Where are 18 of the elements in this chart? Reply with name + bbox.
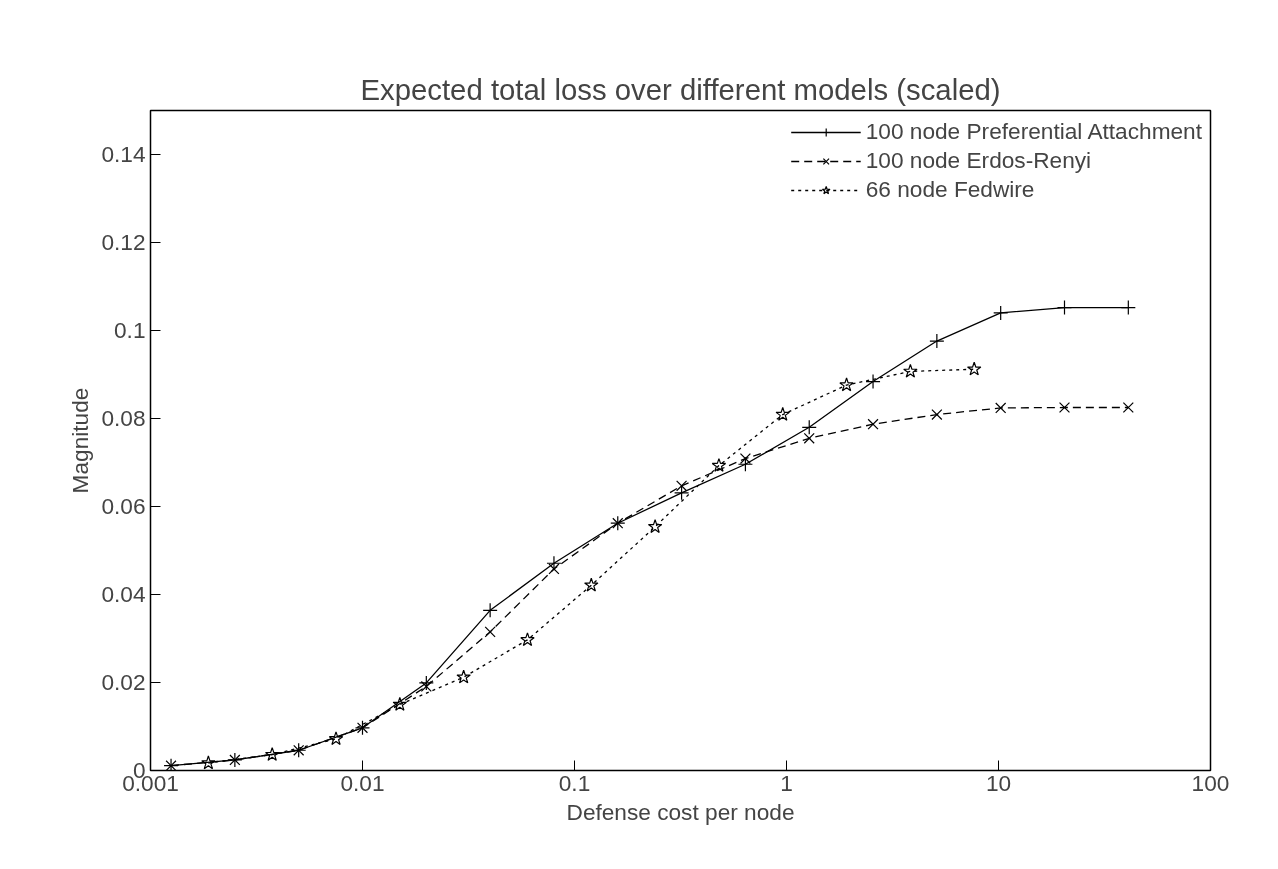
y-tick-label: 0.08 — [101, 405, 146, 431]
y-tick-label: 0.02 — [101, 669, 146, 695]
x-tick-label: 0.1 — [558, 769, 591, 796]
legend-label: 100 node Erdos-Renyi — [865, 147, 1092, 174]
y-tick-label: 0.04 — [101, 581, 146, 607]
y-axis-title: Magnitude — [67, 387, 94, 494]
y-tick-label: 0.12 — [101, 229, 146, 255]
x-tick-label: 10 — [985, 769, 1012, 796]
chart-title: Expected total loss over different models (scaled) — [360, 72, 1001, 106]
x-tick-label: 0.01 — [340, 769, 385, 796]
legend-label: 100 node Preferential Attachment — [865, 118, 1202, 145]
x-axis-title: Defense cost per node — [566, 798, 795, 825]
legend-label: 66 node Fedwire — [865, 176, 1035, 203]
x-tick-label: 1 — [780, 769, 793, 796]
y-tick-label: 0.14 — [101, 141, 146, 167]
x-tick-label: 100 — [1191, 769, 1230, 796]
y-tick-label: 0.1 — [114, 317, 146, 343]
y-tick-label: 0.06 — [101, 493, 146, 519]
